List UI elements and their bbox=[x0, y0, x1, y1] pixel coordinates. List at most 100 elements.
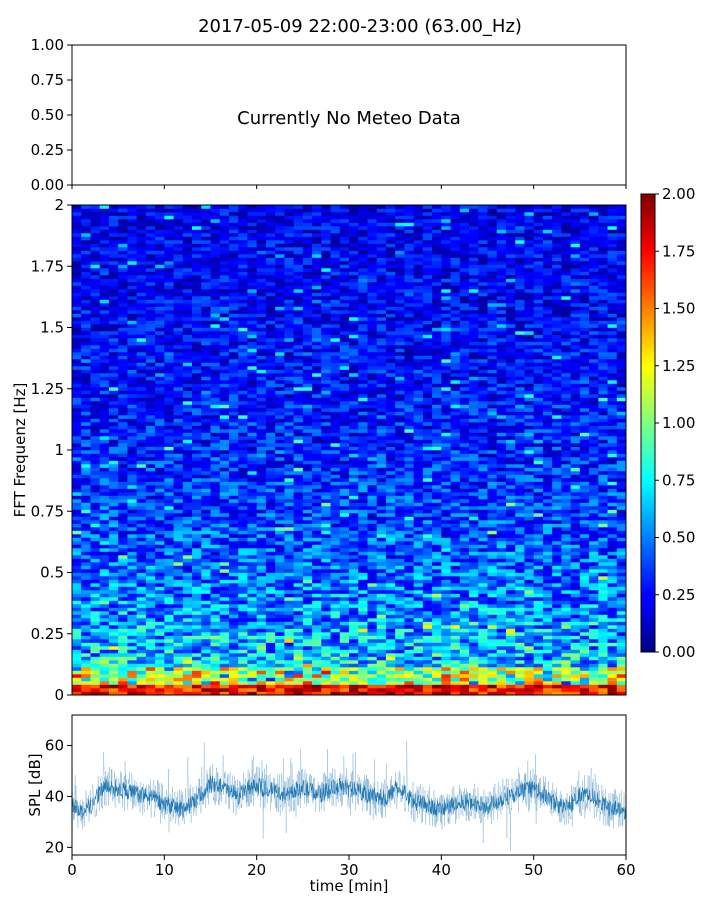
heatmap-cell bbox=[607, 660, 618, 664]
heatmap-cell bbox=[358, 569, 368, 573]
heatmap-cell bbox=[99, 450, 110, 454]
heatmap-cell bbox=[219, 418, 230, 423]
heatmap-cell bbox=[385, 611, 396, 615]
heatmap-cell bbox=[524, 471, 535, 475]
heatmap-cell bbox=[404, 450, 415, 454]
heatmap-cell bbox=[182, 541, 193, 545]
heatmap-cell bbox=[422, 611, 433, 615]
heatmap-cell bbox=[99, 537, 110, 542]
heatmap-cell bbox=[579, 635, 590, 640]
heatmap-cell bbox=[589, 597, 599, 601]
heatmap-cell bbox=[598, 677, 608, 682]
heatmap-cell bbox=[90, 422, 101, 426]
heatmap-cell bbox=[376, 635, 387, 640]
heatmap-cell bbox=[422, 642, 433, 647]
heatmap-cell bbox=[219, 681, 230, 685]
heatmap-cell bbox=[552, 653, 562, 657]
heatmap-cell bbox=[284, 562, 294, 566]
heatmap-cell bbox=[542, 495, 553, 500]
heatmap-cell bbox=[570, 646, 581, 650]
heatmap-cell bbox=[219, 618, 230, 622]
heatmap-cell bbox=[496, 478, 507, 482]
heatmap-cell bbox=[275, 600, 285, 605]
heatmap-cell bbox=[376, 467, 387, 472]
heatmap-cell bbox=[542, 502, 553, 507]
heatmap-cell bbox=[302, 457, 313, 461]
heatmap-cell bbox=[552, 506, 562, 510]
heatmap-cell bbox=[330, 548, 341, 552]
heatmap-cell bbox=[118, 509, 128, 514]
heatmap-cell bbox=[524, 656, 535, 661]
heatmap-cell bbox=[136, 558, 147, 563]
heatmap-cell bbox=[284, 411, 294, 416]
heatmap-cell bbox=[515, 544, 525, 549]
heatmap-cell bbox=[395, 632, 405, 636]
heatmap-cell bbox=[469, 404, 479, 409]
heatmap-cell bbox=[505, 513, 516, 517]
heatmap-cell bbox=[99, 667, 110, 671]
heatmap-cell bbox=[145, 590, 156, 594]
heatmap-cell bbox=[598, 516, 608, 521]
heatmap-cell bbox=[219, 450, 230, 454]
heatmap-cell bbox=[561, 520, 571, 524]
heatmap-cell bbox=[72, 551, 82, 556]
heatmap-cell bbox=[330, 611, 341, 615]
heatmap-cell bbox=[358, 607, 368, 612]
heatmap-cell bbox=[404, 551, 415, 556]
heatmap-cell bbox=[108, 488, 119, 493]
heatmap-cell bbox=[72, 485, 82, 489]
heatmap-cell bbox=[404, 418, 415, 423]
heatmap-cell bbox=[422, 450, 433, 454]
heatmap-cell bbox=[478, 593, 488, 598]
heatmap-cell bbox=[589, 443, 599, 447]
heatmap-cell bbox=[321, 569, 331, 573]
heatmap-cell bbox=[228, 628, 239, 633]
heatmap-cell bbox=[265, 499, 276, 503]
heatmap-cell bbox=[505, 422, 516, 426]
heatmap-cell bbox=[312, 551, 322, 556]
heatmap-cell bbox=[219, 621, 230, 626]
heatmap-cell bbox=[136, 541, 147, 545]
heatmap-cell bbox=[72, 607, 82, 612]
heatmap-cell bbox=[598, 555, 608, 559]
heatmap-cell bbox=[164, 670, 174, 675]
heatmap-cell bbox=[136, 579, 147, 584]
heatmap-cell bbox=[247, 457, 258, 461]
heatmap-cell bbox=[598, 429, 608, 433]
heatmap-cell bbox=[441, 607, 451, 612]
heatmap-cell bbox=[607, 548, 618, 552]
heatmap-cell bbox=[136, 411, 147, 416]
heatmap-cell bbox=[487, 516, 498, 521]
heatmap-cell bbox=[589, 488, 599, 493]
heatmap-cell bbox=[238, 534, 248, 538]
heatmap-cell bbox=[293, 670, 304, 675]
heatmap-cell bbox=[210, 548, 221, 552]
heatmap-cell bbox=[173, 457, 184, 461]
heatmap-cell bbox=[570, 516, 581, 521]
heatmap-cell bbox=[219, 590, 230, 594]
heatmap-cell bbox=[99, 460, 110, 465]
heatmap-cell bbox=[312, 464, 322, 468]
heatmap-cell bbox=[118, 481, 128, 486]
heatmap-cell bbox=[413, 625, 424, 629]
heatmap-cell bbox=[238, 586, 248, 591]
heatmap-cell bbox=[441, 457, 451, 461]
heatmap-cell bbox=[552, 509, 562, 514]
heatmap-cell bbox=[99, 688, 110, 692]
heatmap-cell bbox=[432, 576, 442, 580]
heatmap-cell bbox=[422, 457, 433, 461]
heatmap-cell bbox=[616, 481, 627, 486]
heatmap-cell bbox=[459, 576, 470, 580]
heatmap-cell bbox=[589, 551, 599, 556]
heatmap-cell bbox=[358, 530, 368, 535]
heatmap-cell bbox=[367, 548, 378, 552]
heatmap-cell bbox=[450, 425, 461, 430]
heatmap-cell bbox=[164, 663, 174, 668]
heatmap-cell bbox=[108, 548, 119, 552]
heatmap-cell bbox=[256, 555, 267, 559]
heatmap-cell bbox=[413, 670, 424, 675]
heatmap-cell bbox=[358, 534, 368, 538]
heatmap-cell bbox=[404, 583, 415, 587]
heatmap-cell bbox=[441, 492, 451, 496]
heatmap-cell bbox=[145, 478, 156, 482]
